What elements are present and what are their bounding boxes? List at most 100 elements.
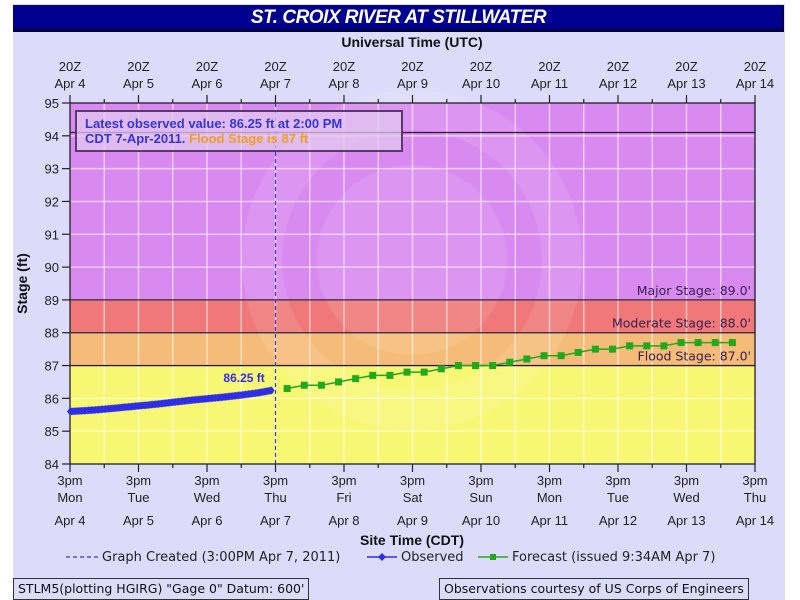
top-tick-time: 20Z bbox=[744, 59, 766, 74]
title-bar: ST. CROIX RIVER AT STILLWATER bbox=[13, 5, 784, 32]
axes: 84 85 86 87 88 89 90 91 92 93 94 95 Stage (ft) 3pm Mon… bbox=[14, 34, 774, 548]
top-tick-date: Apr 6 bbox=[191, 76, 222, 91]
top-tick-date: Apr 14 bbox=[736, 76, 774, 91]
x-tick-time: 3pm bbox=[537, 473, 562, 488]
latest-observed-box: Latest observed value: 86.25 ft at 2:00 … bbox=[75, 110, 403, 152]
forecast-marker bbox=[403, 368, 411, 376]
top-tick-time: 20Z bbox=[196, 59, 218, 74]
y-tick-label: 89 bbox=[45, 293, 59, 308]
y-tick-label: 92 bbox=[45, 194, 59, 209]
x-tick-day: Tue bbox=[128, 490, 150, 505]
forecast-marker bbox=[506, 358, 514, 366]
x-tick-day: Wed bbox=[673, 490, 700, 505]
x-tick-date: Apr 10 bbox=[462, 513, 500, 528]
latest-observed-line1: Latest observed value: 86.25 ft at 2:00 … bbox=[85, 116, 343, 131]
top-tick-date: Apr 13 bbox=[667, 76, 705, 91]
x-tick-time: 3pm bbox=[57, 473, 82, 488]
legend-observed: Observed bbox=[401, 550, 464, 565]
x-tick-day: Mon bbox=[537, 490, 562, 505]
legend-observed-icon bbox=[378, 553, 386, 561]
legend: Graph Created (3:00PM Apr 7, 2011) Observ… bbox=[66, 550, 715, 565]
legend-forecast: Forecast (issued 9:34AM Apr 7) bbox=[512, 550, 715, 565]
y-tick-label: 90 bbox=[45, 260, 59, 275]
top-tick-date: Apr 8 bbox=[328, 76, 359, 91]
x-tick-day: Sat bbox=[403, 490, 423, 505]
x-tick-date: Apr 13 bbox=[667, 513, 705, 528]
forecast-marker bbox=[728, 339, 736, 347]
top-tick-time: 20Z bbox=[607, 59, 629, 74]
forecast-marker bbox=[335, 378, 343, 386]
top-tick-time: 20Z bbox=[538, 59, 560, 74]
x-tick-date: Apr 12 bbox=[599, 513, 637, 528]
top-tick-time: 20Z bbox=[675, 59, 697, 74]
x-tick-date: Apr 6 bbox=[191, 513, 222, 528]
forecast-marker bbox=[420, 368, 428, 376]
forecast-marker bbox=[283, 385, 291, 393]
legend-forecast-icon bbox=[490, 554, 496, 560]
forecast-marker bbox=[711, 339, 719, 347]
y-tick-label: 87 bbox=[45, 359, 59, 374]
gage-datum-box: STLM5(plotting HGIRG) "Gage 0" Datum: 60… bbox=[13, 578, 310, 600]
x-tick-time: 3pm bbox=[605, 473, 630, 488]
y-tick-label: 84 bbox=[45, 457, 59, 472]
x-tick-time: 3pm bbox=[331, 473, 356, 488]
forecast-marker bbox=[677, 339, 685, 347]
latest-observed-date: CDT 7-Apr-2011. bbox=[85, 131, 190, 146]
y-tick-label: 93 bbox=[45, 162, 59, 177]
x-tick-date: Apr 14 bbox=[736, 513, 774, 528]
latest-value-label: 86.25 ft bbox=[223, 371, 264, 385]
forecast-marker bbox=[317, 381, 325, 389]
forecast-marker bbox=[300, 381, 308, 389]
top-tick-date: Apr 12 bbox=[599, 76, 637, 91]
forecast-marker bbox=[352, 375, 360, 383]
forecast-marker bbox=[660, 342, 668, 350]
x-tick-day: Wed bbox=[194, 490, 221, 505]
x-tick-time: 3pm bbox=[674, 473, 699, 488]
x-tick-time: 3pm bbox=[742, 473, 767, 488]
stage-label: Moderate Stage: 88.0' bbox=[612, 316, 751, 331]
top-tick-time: 20Z bbox=[264, 59, 286, 74]
forecast-marker bbox=[591, 345, 599, 353]
forecast-marker bbox=[437, 365, 445, 373]
forecast-marker bbox=[643, 342, 651, 350]
y-tick-label: 95 bbox=[45, 96, 59, 111]
x-tick-day: Thu bbox=[264, 490, 286, 505]
observed-marker bbox=[268, 386, 275, 395]
bottom-axis-title: Site Time (CDT) bbox=[360, 532, 464, 548]
x-tick-day: Fri bbox=[336, 490, 351, 505]
forecast-marker bbox=[609, 345, 617, 353]
x-tick-day: Tue bbox=[607, 490, 629, 505]
data-series: 86.25 ft bbox=[67, 339, 736, 416]
flood-stage-note: Flood Stage is 87 ft bbox=[189, 131, 309, 146]
top-tick-date: Apr 11 bbox=[531, 76, 568, 91]
x-tick-date: Apr 7 bbox=[260, 513, 291, 528]
forecast-marker bbox=[523, 355, 531, 363]
forecast-marker bbox=[557, 352, 565, 360]
top-axis-title: Universal Time (UTC) bbox=[341, 34, 482, 50]
top-tick-date: Apr 7 bbox=[260, 76, 291, 91]
y-tick-label: 88 bbox=[45, 326, 59, 341]
top-tick-date: Apr 9 bbox=[397, 76, 428, 91]
top-tick-time: 20Z bbox=[401, 59, 423, 74]
forecast-marker bbox=[540, 352, 548, 360]
top-tick-time: 20Z bbox=[59, 59, 81, 74]
top-tick-date: Apr 4 bbox=[54, 76, 85, 91]
x-tick-day: Sun bbox=[469, 490, 492, 505]
forecast-marker bbox=[386, 371, 394, 379]
y-tick-label: 86 bbox=[45, 391, 59, 406]
y-tick-label: 91 bbox=[45, 227, 59, 242]
observations-credit-box: Observations courtesy of US Corps of Eng… bbox=[439, 578, 749, 600]
x-tick-time: 3pm bbox=[194, 473, 219, 488]
x-tick-time: 3pm bbox=[468, 473, 493, 488]
x-tick-date: Apr 4 bbox=[54, 513, 85, 528]
top-tick-time: 20Z bbox=[333, 59, 355, 74]
top-tick-time: 20Z bbox=[470, 59, 492, 74]
forecast-marker bbox=[626, 342, 634, 350]
x-tick-day: Mon bbox=[57, 490, 82, 505]
x-tick-day: Thu bbox=[744, 490, 766, 505]
y-tick-label: 94 bbox=[45, 129, 59, 144]
chart-title: ST. CROIX RIVER AT STILLWATER bbox=[250, 7, 547, 28]
top-tick-time: 20Z bbox=[127, 59, 149, 74]
x-tick-date: Apr 5 bbox=[123, 513, 154, 528]
